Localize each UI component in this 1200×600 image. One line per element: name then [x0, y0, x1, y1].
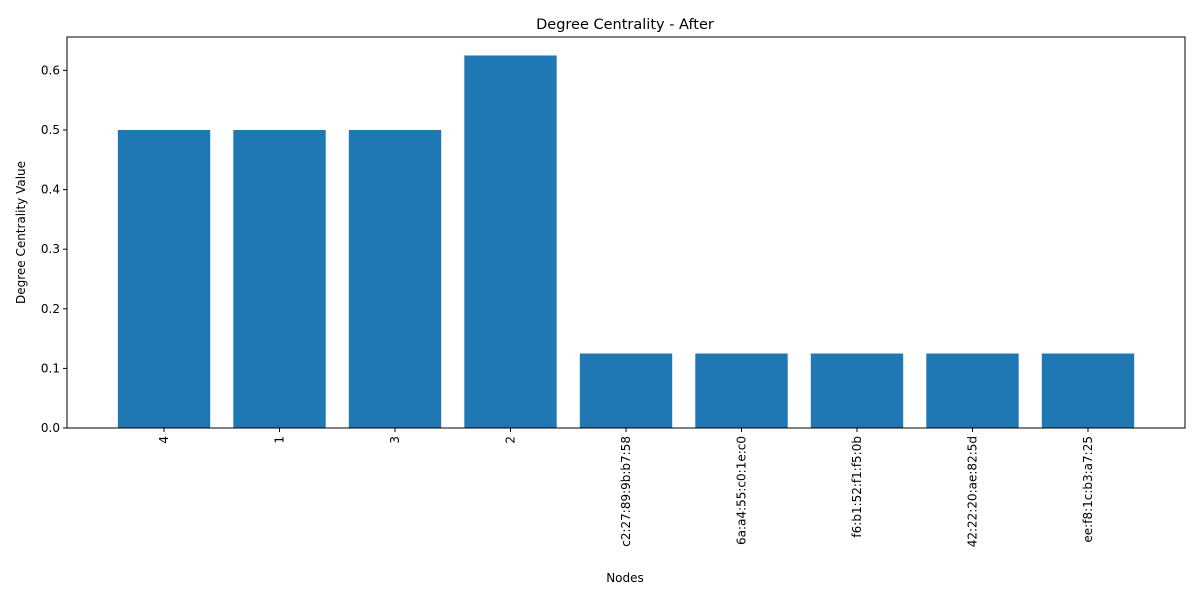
bar-5: [695, 353, 788, 428]
y-tick-label: 0.6: [41, 63, 60, 77]
bar-7: [926, 353, 1019, 428]
x-tick-label: 6a:a4:55:c0:1e:c0: [734, 436, 748, 545]
bar-0: [117, 129, 211, 429]
bar-4: [579, 353, 673, 428]
y-tick-label: 0.4: [41, 183, 60, 197]
x-tick-label: ee:f8:1c:b3:a7:25: [1081, 436, 1095, 543]
bar-3: [464, 55, 557, 428]
bar-6: [810, 353, 904, 428]
y-tick-label: 0.5: [41, 123, 60, 137]
y-axis-label: Degree Centrality Value: [14, 161, 28, 304]
x-tick-label: 1: [273, 436, 287, 444]
bar-8: [1041, 353, 1135, 428]
x-axis-label: Nodes: [606, 571, 644, 585]
bar-1: [233, 129, 326, 429]
x-tick-label: 4: [157, 436, 171, 444]
x-axis: 4 1 3 2 c2:27:89:9b:b7:58 6a:a4:55:c0:1e:c0 f6…: [157, 428, 1095, 547]
chart-title: Degree Centrality - After: [536, 17, 714, 33]
y-tick-label: 0.3: [41, 242, 60, 256]
bar-2: [348, 129, 442, 429]
y-tick-label: 0.0: [41, 421, 60, 435]
bars-group: [117, 55, 1135, 429]
y-tick-label: 0.1: [41, 361, 60, 375]
x-tick-label: 3: [388, 436, 402, 444]
plot-frame: [66, 36, 1186, 429]
x-tick-label: 42:22:20:ae:82:5d: [965, 436, 979, 547]
x-tick-label: f6:b1:52:f1:f5:0b: [850, 436, 864, 538]
y-tick-label: 0.2: [41, 302, 60, 316]
y-axis: 0.0 0.1 0.2 0.3 0.4 0.5 0.6: [41, 63, 67, 435]
x-tick-label: 2: [504, 436, 518, 444]
x-tick-label: c2:27:89:9b:b7:58: [619, 436, 633, 547]
